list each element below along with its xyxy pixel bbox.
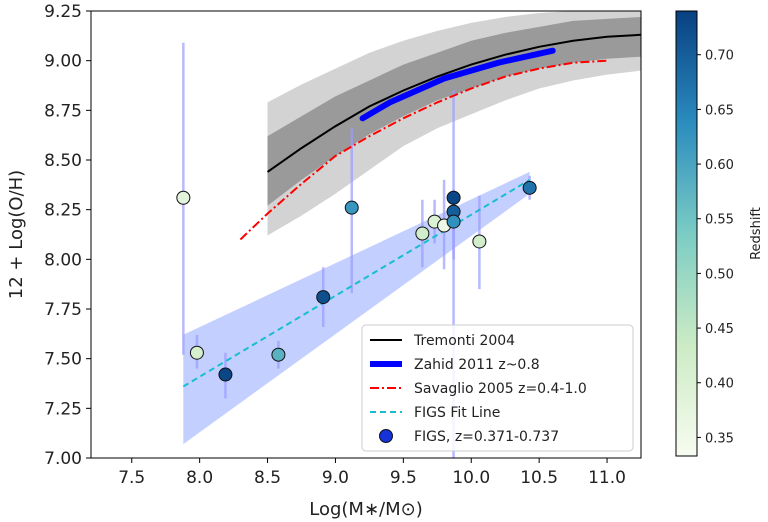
figs-fit-line <box>182 179 531 388</box>
legend-box <box>361 324 634 452</box>
y-tick-1: 7.25 <box>44 399 91 419</box>
y-tick-6: 8.50 <box>44 151 91 171</box>
y-tick-7: 8.75 <box>44 101 91 121</box>
colorbar-tick-label: 0.60 <box>705 158 734 173</box>
x-tick-2: 8.5 <box>254 458 281 488</box>
colorbar-tick-label: 0.35 <box>705 431 734 446</box>
x-axis-label: Log(M∗/M⊙) <box>309 499 422 520</box>
legend-entry-2: Savaglio 2005 z=0.4-1.0 <box>370 381 587 397</box>
colorbar-tick-6: 0.65 <box>697 103 734 118</box>
colorbar-tick-label: 0.50 <box>705 267 734 282</box>
x-tick-label: 8.0 <box>186 468 213 488</box>
legend-label: Savaglio 2005 z=0.4-1.0 <box>414 381 587 397</box>
y-tick-label: 8.50 <box>44 151 82 171</box>
colorbar-tick-label: 0.45 <box>705 322 734 337</box>
colorbar: 0.35 0.40 0.45 0.50 0.55 0.60 0.65 0.70 Redshift <box>675 10 764 457</box>
figs-point-2 <box>218 367 233 382</box>
axes: 7.5 8.0 8.5 9.0 9.5 10.0 10.5 11.0 7.00 7.25 7.50 7… <box>6 2 642 520</box>
figs-point-9 <box>446 190 461 205</box>
axes-frame <box>90 10 642 459</box>
y-tick-5: 8.25 <box>44 201 91 221</box>
x-tick-label: 10.0 <box>452 468 490 488</box>
y-tick-2: 7.50 <box>44 350 91 370</box>
legend-entry-4: FIGS, z=0.371-0.737 <box>379 429 559 445</box>
figs-point-5 <box>344 200 359 215</box>
y-tick-label: 7.25 <box>44 399 82 419</box>
figs-point-11 <box>446 214 461 229</box>
colorbar-tick-label: 0.40 <box>705 377 734 392</box>
x-tick-7: 11.0 <box>588 458 626 488</box>
x-tick-3: 9.0 <box>322 458 349 488</box>
legend-swatch <box>379 429 393 443</box>
colorbar-tick-2: 0.45 <box>697 322 734 337</box>
y-tick-0: 7.00 <box>44 449 91 469</box>
legend-label: Tremonti 2004 <box>413 333 515 349</box>
colorbar-tick-label: 0.55 <box>705 213 734 228</box>
x-tick-label: 9.5 <box>390 468 417 488</box>
colorbar-tick-label: 0.70 <box>705 49 734 64</box>
x-tick-6: 10.5 <box>520 458 558 488</box>
colorbar-tick-label: 0.65 <box>705 103 734 118</box>
savaglio-2005-line <box>239 59 608 241</box>
y-tick-label: 8.00 <box>44 250 82 270</box>
y-tick-label: 9.25 <box>44 2 82 22</box>
y-tick-3: 7.75 <box>44 300 91 320</box>
colorbar-tick-0: 0.35 <box>697 431 734 446</box>
y-tick-label: 9.00 <box>44 52 82 72</box>
legend-entry-3: FIGS Fit Line <box>370 405 500 421</box>
x-tick-label: 9.0 <box>322 468 349 488</box>
x-tick-label: 8.5 <box>254 468 281 488</box>
legend-label: Zahid 2011 z~0.8 <box>414 357 540 373</box>
figs-point-12 <box>472 234 487 249</box>
y-tick-8: 9.00 <box>44 52 91 72</box>
legend-label: FIGS, z=0.371-0.737 <box>414 429 559 445</box>
y-tick-4: 8.00 <box>44 250 91 270</box>
y-tick-label: 7.50 <box>44 350 82 370</box>
tremonti-inner-band <box>267 17 641 206</box>
x-tick-1: 8.0 <box>186 458 213 488</box>
colorbar-tick-5: 0.60 <box>697 158 734 173</box>
figs-point-3 <box>271 347 286 362</box>
y-axis-label: 12 + Log(O/H) <box>6 170 27 299</box>
y-tick-label: 7.75 <box>44 300 82 320</box>
tremonti-2004-line <box>266 33 641 173</box>
x-tick-label: 11.0 <box>588 468 626 488</box>
y-tick-9: 9.25 <box>44 2 91 22</box>
y-tick-label: 8.75 <box>44 101 82 121</box>
figs-point-6 <box>415 226 430 241</box>
colorbar-label: Redshift <box>749 207 764 260</box>
legend: Tremonti 2004 Zahid 2011 z~0.8 Savaglio 20… <box>361 324 634 452</box>
colorbar-tick-7: 0.70 <box>697 49 734 64</box>
figs-point-1 <box>189 345 204 360</box>
legend-entry-1: Zahid 2011 z~0.8 <box>370 357 540 373</box>
figs-point-13 <box>522 180 537 195</box>
legend-entry-0: Tremonti 2004 <box>370 333 515 349</box>
x-tick-4: 9.5 <box>390 458 417 488</box>
figs-point-0 <box>176 190 191 205</box>
y-tick-label: 8.25 <box>44 201 82 221</box>
x-tick-label: 10.5 <box>520 468 558 488</box>
zahid-2011-line <box>359 47 556 122</box>
x-tick-label: 7.5 <box>118 468 145 488</box>
y-tick-label: 7.00 <box>44 449 82 469</box>
colorbar-tick-1: 0.40 <box>697 377 734 392</box>
x-tick-5: 10.0 <box>452 458 490 488</box>
legend-label: FIGS Fit Line <box>414 405 500 421</box>
figs-point-4 <box>316 290 331 305</box>
colorbar-gradient <box>675 10 698 457</box>
x-tick-0: 7.5 <box>118 458 145 488</box>
colorbar-tick-3: 0.50 <box>697 267 734 282</box>
colorbar-tick-4: 0.55 <box>697 213 734 228</box>
